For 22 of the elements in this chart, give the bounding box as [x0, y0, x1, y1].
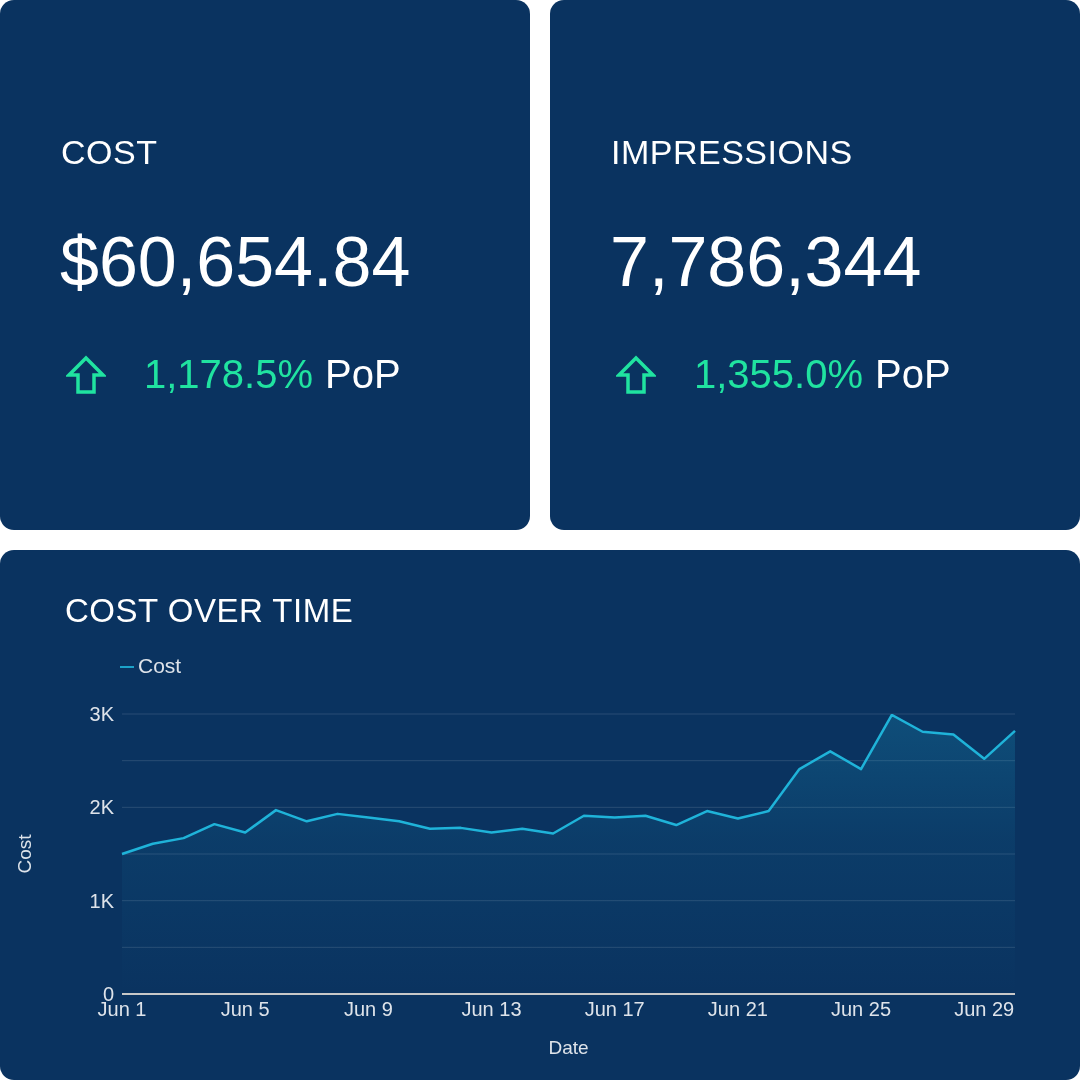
text: 1,355.0%: [694, 352, 864, 397]
x-tick-label: Jun 21: [707, 998, 768, 1021]
text: $60,654.84: [60, 222, 411, 302]
text: PoP: [875, 352, 951, 397]
text: 7,786,344: [610, 222, 922, 302]
y-tick-label: 3K: [89, 703, 115, 726]
chart-title: COST OVER TIME: [65, 592, 354, 630]
y-axis-title: Cost: [13, 833, 35, 874]
text: COST: [61, 133, 158, 172]
x-tick-label: Jun 5: [220, 998, 270, 1021]
x-tick-label: Jun 13: [461, 998, 522, 1021]
y-tick-label: 2K: [89, 796, 115, 819]
text: PoP: [325, 352, 401, 397]
legend-label: Cost: [138, 654, 182, 677]
x-tick-label: Jun 29: [954, 998, 1015, 1021]
x-tick-label: Jun 9: [343, 998, 393, 1021]
x-axis-title: Date: [548, 1037, 589, 1058]
x-tick-label: Jun 17: [584, 998, 645, 1021]
y-tick-label: 1K: [89, 889, 115, 912]
text: 1,178.5%: [144, 352, 314, 397]
text: IMPRESSIONS: [611, 133, 853, 172]
x-tick-label: Jun 25: [831, 998, 892, 1021]
